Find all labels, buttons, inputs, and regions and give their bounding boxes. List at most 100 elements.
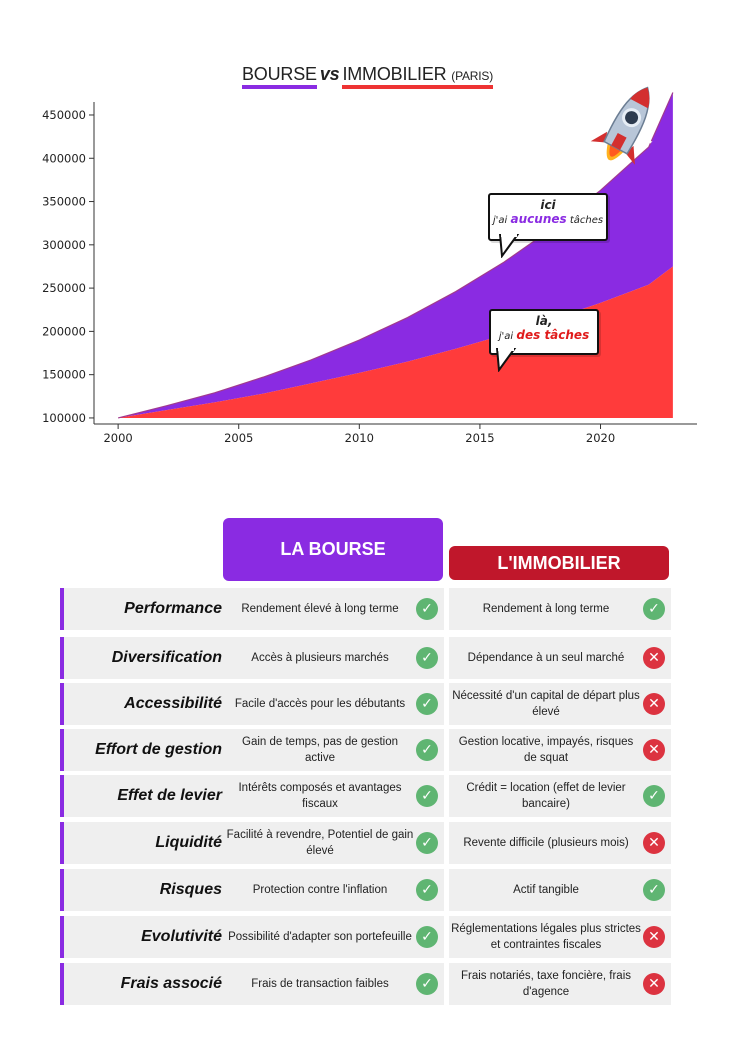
check-icon: ✓ bbox=[416, 879, 438, 901]
check-icon: ✓ bbox=[416, 693, 438, 715]
real-estate-cell: Revente difficile (plusieurs mois) ✕ bbox=[449, 822, 671, 864]
real-estate-cell: Gestion locative, impayés, risques de sq… bbox=[449, 729, 671, 771]
y-tick-label: 450000 bbox=[42, 108, 86, 122]
column-header-immobilier: L'IMMOBILIER bbox=[449, 546, 669, 580]
y-tick-label: 250000 bbox=[42, 281, 86, 295]
table-row: Diversification Accès à plusieurs marchés… bbox=[60, 637, 675, 679]
bubble-real-estate-line1: là, bbox=[535, 314, 553, 328]
y-tick-label: 150000 bbox=[42, 368, 86, 382]
bubble-stock-text-a: j'ai bbox=[492, 215, 511, 226]
table-row: Performance Rendement élevé à long terme ✓… bbox=[60, 588, 675, 630]
real-estate-cell: Actif tangible ✓ bbox=[449, 869, 671, 911]
criterion-label: Liquidité bbox=[60, 822, 236, 864]
bubble-real-estate-highlight: des tâches bbox=[516, 328, 590, 342]
check-icon: ✓ bbox=[416, 832, 438, 854]
check-icon: ✓ bbox=[416, 926, 438, 948]
title-immobilier: IMMOBILIER bbox=[342, 64, 447, 84]
table-row: Frais associé Frais de transaction faible… bbox=[60, 963, 675, 1005]
real-estate-text: Actif tangible bbox=[513, 884, 579, 896]
bubble-stock-text-c: tâches bbox=[566, 215, 604, 226]
real-estate-cell: Rendement à long terme ✓ bbox=[449, 588, 671, 630]
check-icon: ✓ bbox=[643, 598, 665, 620]
x-tick-label: 2010 bbox=[345, 431, 374, 445]
criterion-label: Effet de levier bbox=[60, 775, 236, 817]
table-row: Effet de levier Intérêts composés et avan… bbox=[60, 775, 675, 817]
stock-text: Intérêts composés et avantages fiscaux bbox=[238, 782, 402, 810]
check-icon: ✓ bbox=[416, 598, 438, 620]
bubble-tail-real-estate bbox=[495, 348, 517, 372]
bubble-real-estate-text-a: j'ai bbox=[498, 331, 517, 342]
real-estate-cell: Crédit = location (effet de levier banca… bbox=[449, 775, 671, 817]
table-row: Accessibilité Facile d'accès pour les déb… bbox=[60, 683, 675, 725]
y-tick-label: 100000 bbox=[42, 411, 86, 425]
series-area-real-estate bbox=[118, 266, 673, 418]
stock-cell: Frais de transaction faibles ✓ bbox=[224, 963, 444, 1005]
stock-cell: Rendement élevé à long terme ✓ bbox=[224, 588, 444, 630]
y-tick-label: 200000 bbox=[42, 324, 86, 338]
chart-area: BOURSE vs IMMOBILIER (PARIS) 100000 150000 2… bbox=[0, 0, 735, 470]
stock-cell: Facile d'accès pour les débutants ✓ bbox=[224, 683, 444, 725]
x-tick-label: 2020 bbox=[586, 431, 615, 445]
cross-icon: ✕ bbox=[643, 926, 665, 948]
real-estate-text: Crédit = location (effet de levier banca… bbox=[466, 782, 626, 810]
check-icon: ✓ bbox=[416, 647, 438, 669]
check-icon: ✓ bbox=[643, 785, 665, 807]
rocket-icon: ✦ ✦ bbox=[590, 86, 659, 165]
real-estate-text: Nécessité d'un capital de départ plus él… bbox=[452, 690, 640, 718]
stock-cell: Protection contre l'inflation ✓ bbox=[224, 869, 444, 911]
y-tick-label: 350000 bbox=[42, 195, 86, 209]
real-estate-text: Gestion locative, impayés, risques de sq… bbox=[458, 736, 634, 764]
cross-icon: ✕ bbox=[643, 739, 665, 761]
real-estate-text: Revente difficile (plusieurs mois) bbox=[463, 837, 629, 849]
x-tick-label: 2015 bbox=[465, 431, 494, 445]
chart-title: BOURSE vs IMMOBILIER (PARIS) bbox=[0, 64, 735, 89]
criterion-label: Risques bbox=[60, 869, 236, 911]
x-tick-label: 2005 bbox=[224, 431, 253, 445]
cross-icon: ✕ bbox=[643, 832, 665, 854]
y-tick-label: 400000 bbox=[42, 151, 86, 165]
speech-bubble-stock: ici j'ai aucunes tâches bbox=[488, 193, 608, 241]
svg-text:✦: ✦ bbox=[652, 117, 659, 126]
stock-cell: Gain de temps, pas de gestion active ✓ bbox=[224, 729, 444, 771]
criterion-label: Effort de gestion bbox=[60, 729, 236, 771]
table-row: Effort de gestion Gain de temps, pas de g… bbox=[60, 729, 675, 771]
stock-text: Accès à plusieurs marchés bbox=[251, 652, 389, 664]
x-tick-label: 2000 bbox=[103, 431, 132, 445]
table-row: Evolutivité Possibilité d'adapter son por… bbox=[60, 916, 675, 958]
column-header-bourse: LA BOURSE bbox=[223, 518, 443, 581]
series-area-stock bbox=[118, 92, 673, 418]
area-chart: 100000 150000 200000 250000 300000 350000 4000… bbox=[42, 92, 697, 445]
cross-icon: ✕ bbox=[643, 973, 665, 995]
title-paris: (PARIS) bbox=[451, 69, 493, 83]
check-icon: ✓ bbox=[416, 973, 438, 995]
stock-cell: Possibilité d'adapter son portefeuille ✓ bbox=[224, 916, 444, 958]
stock-cell: Accès à plusieurs marchés ✓ bbox=[224, 637, 444, 679]
svg-text:✦: ✦ bbox=[648, 139, 653, 146]
real-estate-cell: Dépendance à un seul marché ✕ bbox=[449, 637, 671, 679]
real-estate-cell: Réglementations légales plus strictes et… bbox=[449, 916, 671, 958]
stock-text: Facilité à revendre, Potentiel de gain é… bbox=[226, 829, 414, 857]
bubble-tail-stock bbox=[498, 234, 520, 258]
criterion-label: Accessibilité bbox=[60, 683, 236, 725]
title-bourse: BOURSE bbox=[242, 64, 317, 89]
check-icon: ✓ bbox=[416, 739, 438, 761]
criterion-label: Performance bbox=[60, 588, 236, 630]
stock-text: Protection contre l'inflation bbox=[252, 884, 388, 896]
real-estate-text: Dépendance à un seul marché bbox=[467, 652, 625, 664]
table-row: Risques Protection contre l'inflation ✓ Act… bbox=[60, 869, 675, 911]
stock-text: Frais de transaction faibles bbox=[251, 978, 389, 990]
criterion-label: Frais associé bbox=[60, 963, 236, 1005]
stock-text: Possibilité d'adapter son portefeuille bbox=[228, 931, 412, 943]
cross-icon: ✕ bbox=[643, 693, 665, 715]
real-estate-text: Frais notariés, taxe foncière, frais d'a… bbox=[460, 970, 631, 998]
stock-cell: Facilité à revendre, Potentiel de gain é… bbox=[224, 822, 444, 864]
stock-text: Facile d'accès pour les débutants bbox=[234, 698, 406, 710]
title-vs: vs bbox=[319, 64, 340, 84]
table-row: Liquidité Facilité à revendre, Potentiel … bbox=[60, 822, 675, 864]
y-tick-label: 300000 bbox=[42, 238, 86, 252]
cross-icon: ✕ bbox=[643, 647, 665, 669]
stock-text: Gain de temps, pas de gestion active bbox=[242, 736, 398, 764]
stock-text: Rendement élevé à long terme bbox=[241, 603, 399, 615]
bubble-stock-highlight: aucunes bbox=[510, 212, 567, 226]
real-estate-cell: Nécessité d'un capital de départ plus él… bbox=[449, 683, 671, 725]
